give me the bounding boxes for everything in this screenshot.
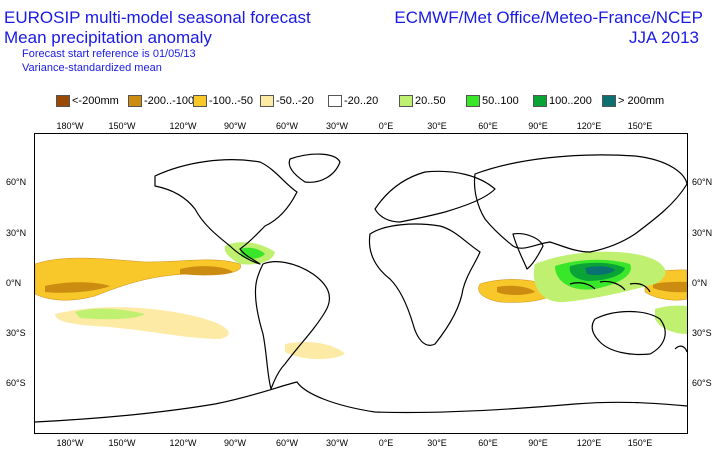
lon-tick-bottom: 30°E xyxy=(427,438,447,448)
legend-swatch xyxy=(193,95,207,107)
season-label: JJA 2013 xyxy=(629,28,699,47)
legend-item: -200..-100 xyxy=(128,94,194,108)
pacific-strong-dry xyxy=(180,266,233,276)
legend-label: 50..100 xyxy=(482,95,519,107)
legend-label: 100..200 xyxy=(549,95,592,107)
legend-label: -200..-100 xyxy=(144,95,195,107)
legend-item: 100..200 xyxy=(533,94,592,108)
lon-tick-top: 30°W xyxy=(325,121,349,131)
lat-tick-right: 0°N xyxy=(692,278,708,288)
lon-tick-top: 120°W xyxy=(169,121,197,131)
lon-tick-bottom: 180°W xyxy=(56,438,84,448)
south-america-outline xyxy=(254,261,330,390)
legend-swatch xyxy=(602,95,616,107)
lon-tick-top: 180°W xyxy=(56,121,84,131)
legend-label: -20..20 xyxy=(344,95,379,107)
lon-tick-bottom: 120°W xyxy=(169,438,197,448)
legend-swatch xyxy=(128,95,142,107)
europe-outline xyxy=(374,170,496,223)
lon-tick-bottom: 30°W xyxy=(325,438,349,448)
east-pacific-strong-dry xyxy=(653,281,687,293)
pacific-dry-anomaly xyxy=(35,257,241,301)
lat-tick-left: 30°N xyxy=(6,228,27,238)
legend-label: -100..-50 xyxy=(209,95,254,107)
legend-item: > 200mm xyxy=(602,94,664,108)
lon-tick-top: 120°E xyxy=(576,121,602,131)
lon-tick-bottom: 90°W xyxy=(223,438,247,448)
organizations: ECMWF/Met Office/Meteo-France/NCEP xyxy=(394,8,703,27)
map-title: EUROSIP multi-model seasonal forecast xyxy=(4,8,311,27)
world-map xyxy=(34,133,688,434)
legend-item: -20..20 xyxy=(328,94,378,108)
legend-label: <-200mm xyxy=(72,95,119,107)
lon-tick-top: 150°E xyxy=(627,121,653,131)
legend-swatch xyxy=(56,95,70,107)
forecast-method: Variance-standardized mean xyxy=(22,62,162,74)
indonesia-outline xyxy=(569,280,651,293)
legend-swatch xyxy=(328,95,342,107)
lon-tick-top: 90°W xyxy=(223,121,247,131)
legend-swatch xyxy=(533,95,547,107)
lon-tick-bottom: 150°W xyxy=(108,438,136,448)
map-canvas xyxy=(35,153,687,423)
forecast-start: Forecast start reference is 01/05/13 xyxy=(22,48,196,60)
lon-tick-bottom: 150°E xyxy=(627,438,653,448)
lat-tick-left: 30°S xyxy=(6,328,26,338)
pacific-weak-dry-2 xyxy=(285,342,345,360)
map-variable: Mean precipitation anomaly xyxy=(4,28,212,47)
lon-tick-top: 30°E xyxy=(427,121,447,131)
lon-tick-bottom: 60°W xyxy=(275,438,299,448)
legend-item: 50..100 xyxy=(466,94,519,108)
legend-label: -50..-20 xyxy=(276,95,314,107)
greenland-outline xyxy=(288,153,341,183)
legend-label: 20..50 xyxy=(415,95,446,107)
legend-item: 20..50 xyxy=(399,94,446,108)
central-america-moderate-wet xyxy=(240,247,265,259)
maritime-continent-extreme-wet xyxy=(585,266,615,275)
legend-item: <-200mm xyxy=(56,94,119,108)
lon-tick-top: 90°E xyxy=(528,121,548,131)
lat-tick-left: 60°S xyxy=(6,378,26,388)
africa-outline xyxy=(368,223,481,346)
pacific-strong-dry-west xyxy=(45,282,110,293)
australia-outline xyxy=(591,310,666,356)
lat-tick-right: 30°S xyxy=(692,328,712,338)
wet-anomaly-shading xyxy=(75,242,687,334)
lon-tick-bottom: 90°E xyxy=(528,438,548,448)
lon-tick-top: 0°E xyxy=(378,121,394,131)
lon-tick-bottom: 120°E xyxy=(576,438,602,448)
lat-tick-right: 60°N xyxy=(692,177,713,187)
legend-swatch xyxy=(399,95,413,107)
asia-outline xyxy=(473,154,687,253)
legend-item: -100..-50 xyxy=(193,94,253,108)
legend-label: > 200mm xyxy=(618,95,665,107)
indian-ocean-strong-dry xyxy=(497,285,535,295)
coastlines xyxy=(35,153,687,423)
antarctica-outline xyxy=(35,381,687,423)
lon-tick-bottom: 0°E xyxy=(378,438,394,448)
north-america-outline xyxy=(154,159,298,265)
legend-swatch xyxy=(466,95,480,107)
lon-tick-top: 60°E xyxy=(478,121,498,131)
legend-swatch xyxy=(260,95,274,107)
lat-tick-right: 60°S xyxy=(692,378,712,388)
legend-item: -50..-20 xyxy=(260,94,314,108)
lat-tick-left: 60°N xyxy=(6,177,27,187)
lat-tick-right: 30°N xyxy=(692,228,713,238)
lon-tick-top: 150°W xyxy=(108,121,136,131)
lon-tick-bottom: 60°E xyxy=(478,438,498,448)
india-outline xyxy=(512,233,544,270)
new-zealand-outline xyxy=(674,345,687,353)
lat-tick-left: 0°N xyxy=(6,278,22,288)
south-pacific-wet-east xyxy=(655,305,687,334)
lon-tick-top: 60°W xyxy=(275,121,299,131)
south-pacific-wet xyxy=(75,308,145,320)
